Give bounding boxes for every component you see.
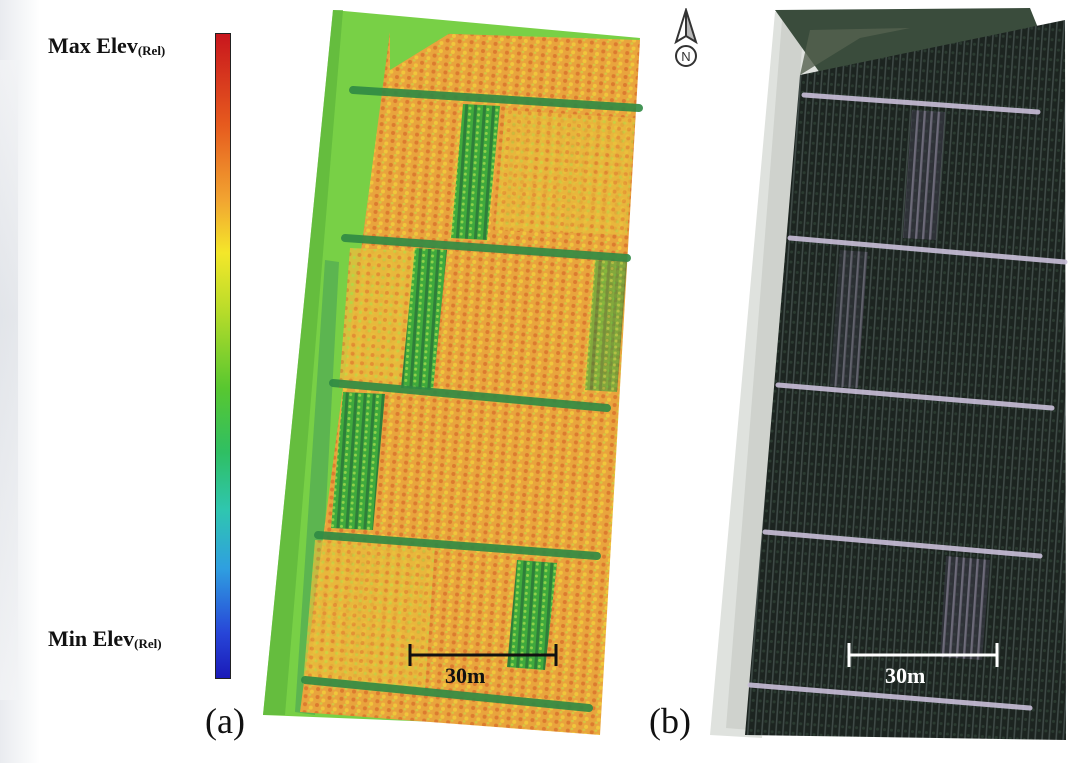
panel-label-b: (b) [649, 701, 691, 741]
low-strip [401, 248, 447, 390]
low-strip [585, 260, 627, 392]
alley-lines [747, 92, 1068, 711]
light-strip [830, 250, 868, 388]
low-drainage [295, 260, 339, 715]
crop-block [303, 540, 435, 690]
orthophoto-panel: 30m [710, 8, 1068, 740]
max-elevation-label: Max Elev(Rel) [48, 33, 166, 58]
bare-soil-texture [726, 20, 804, 730]
ground-shadow [263, 10, 343, 715]
scalebar [847, 643, 999, 667]
elevation-color-ramp [215, 33, 231, 679]
low-strip [331, 392, 385, 530]
light-strip [940, 556, 990, 660]
low-strip [507, 560, 557, 670]
north-arrow-icon: N [674, 8, 698, 67]
alley-lines [301, 86, 643, 712]
min-elevation-label: Min Elev(Rel) [48, 626, 162, 651]
scalebar [408, 644, 558, 666]
low-strip [451, 104, 500, 240]
scalebar-label: 30m [885, 663, 925, 688]
north-letter: N [681, 49, 690, 64]
panel-label-a: (a) [205, 701, 245, 741]
elevation-map-panel: 30m [263, 10, 643, 735]
crop-block [495, 110, 635, 235]
scalebar-label: 30m [445, 663, 485, 688]
field-corner [800, 28, 910, 75]
light-strip [903, 110, 945, 240]
background-shade-strip [0, 60, 18, 700]
crop-field-corner [390, 25, 455, 70]
